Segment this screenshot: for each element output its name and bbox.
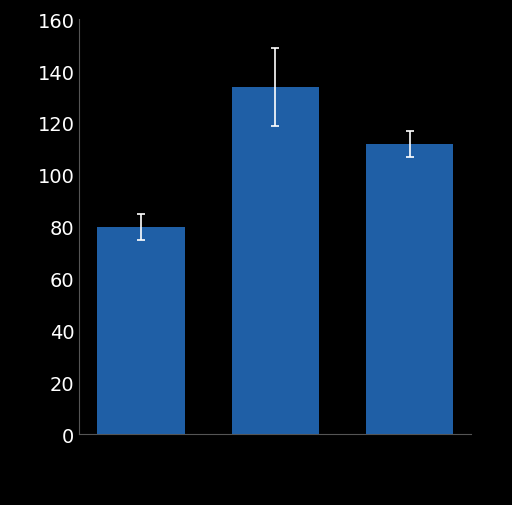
Bar xyxy=(366,144,453,434)
Bar xyxy=(97,227,184,434)
Bar xyxy=(231,87,319,434)
